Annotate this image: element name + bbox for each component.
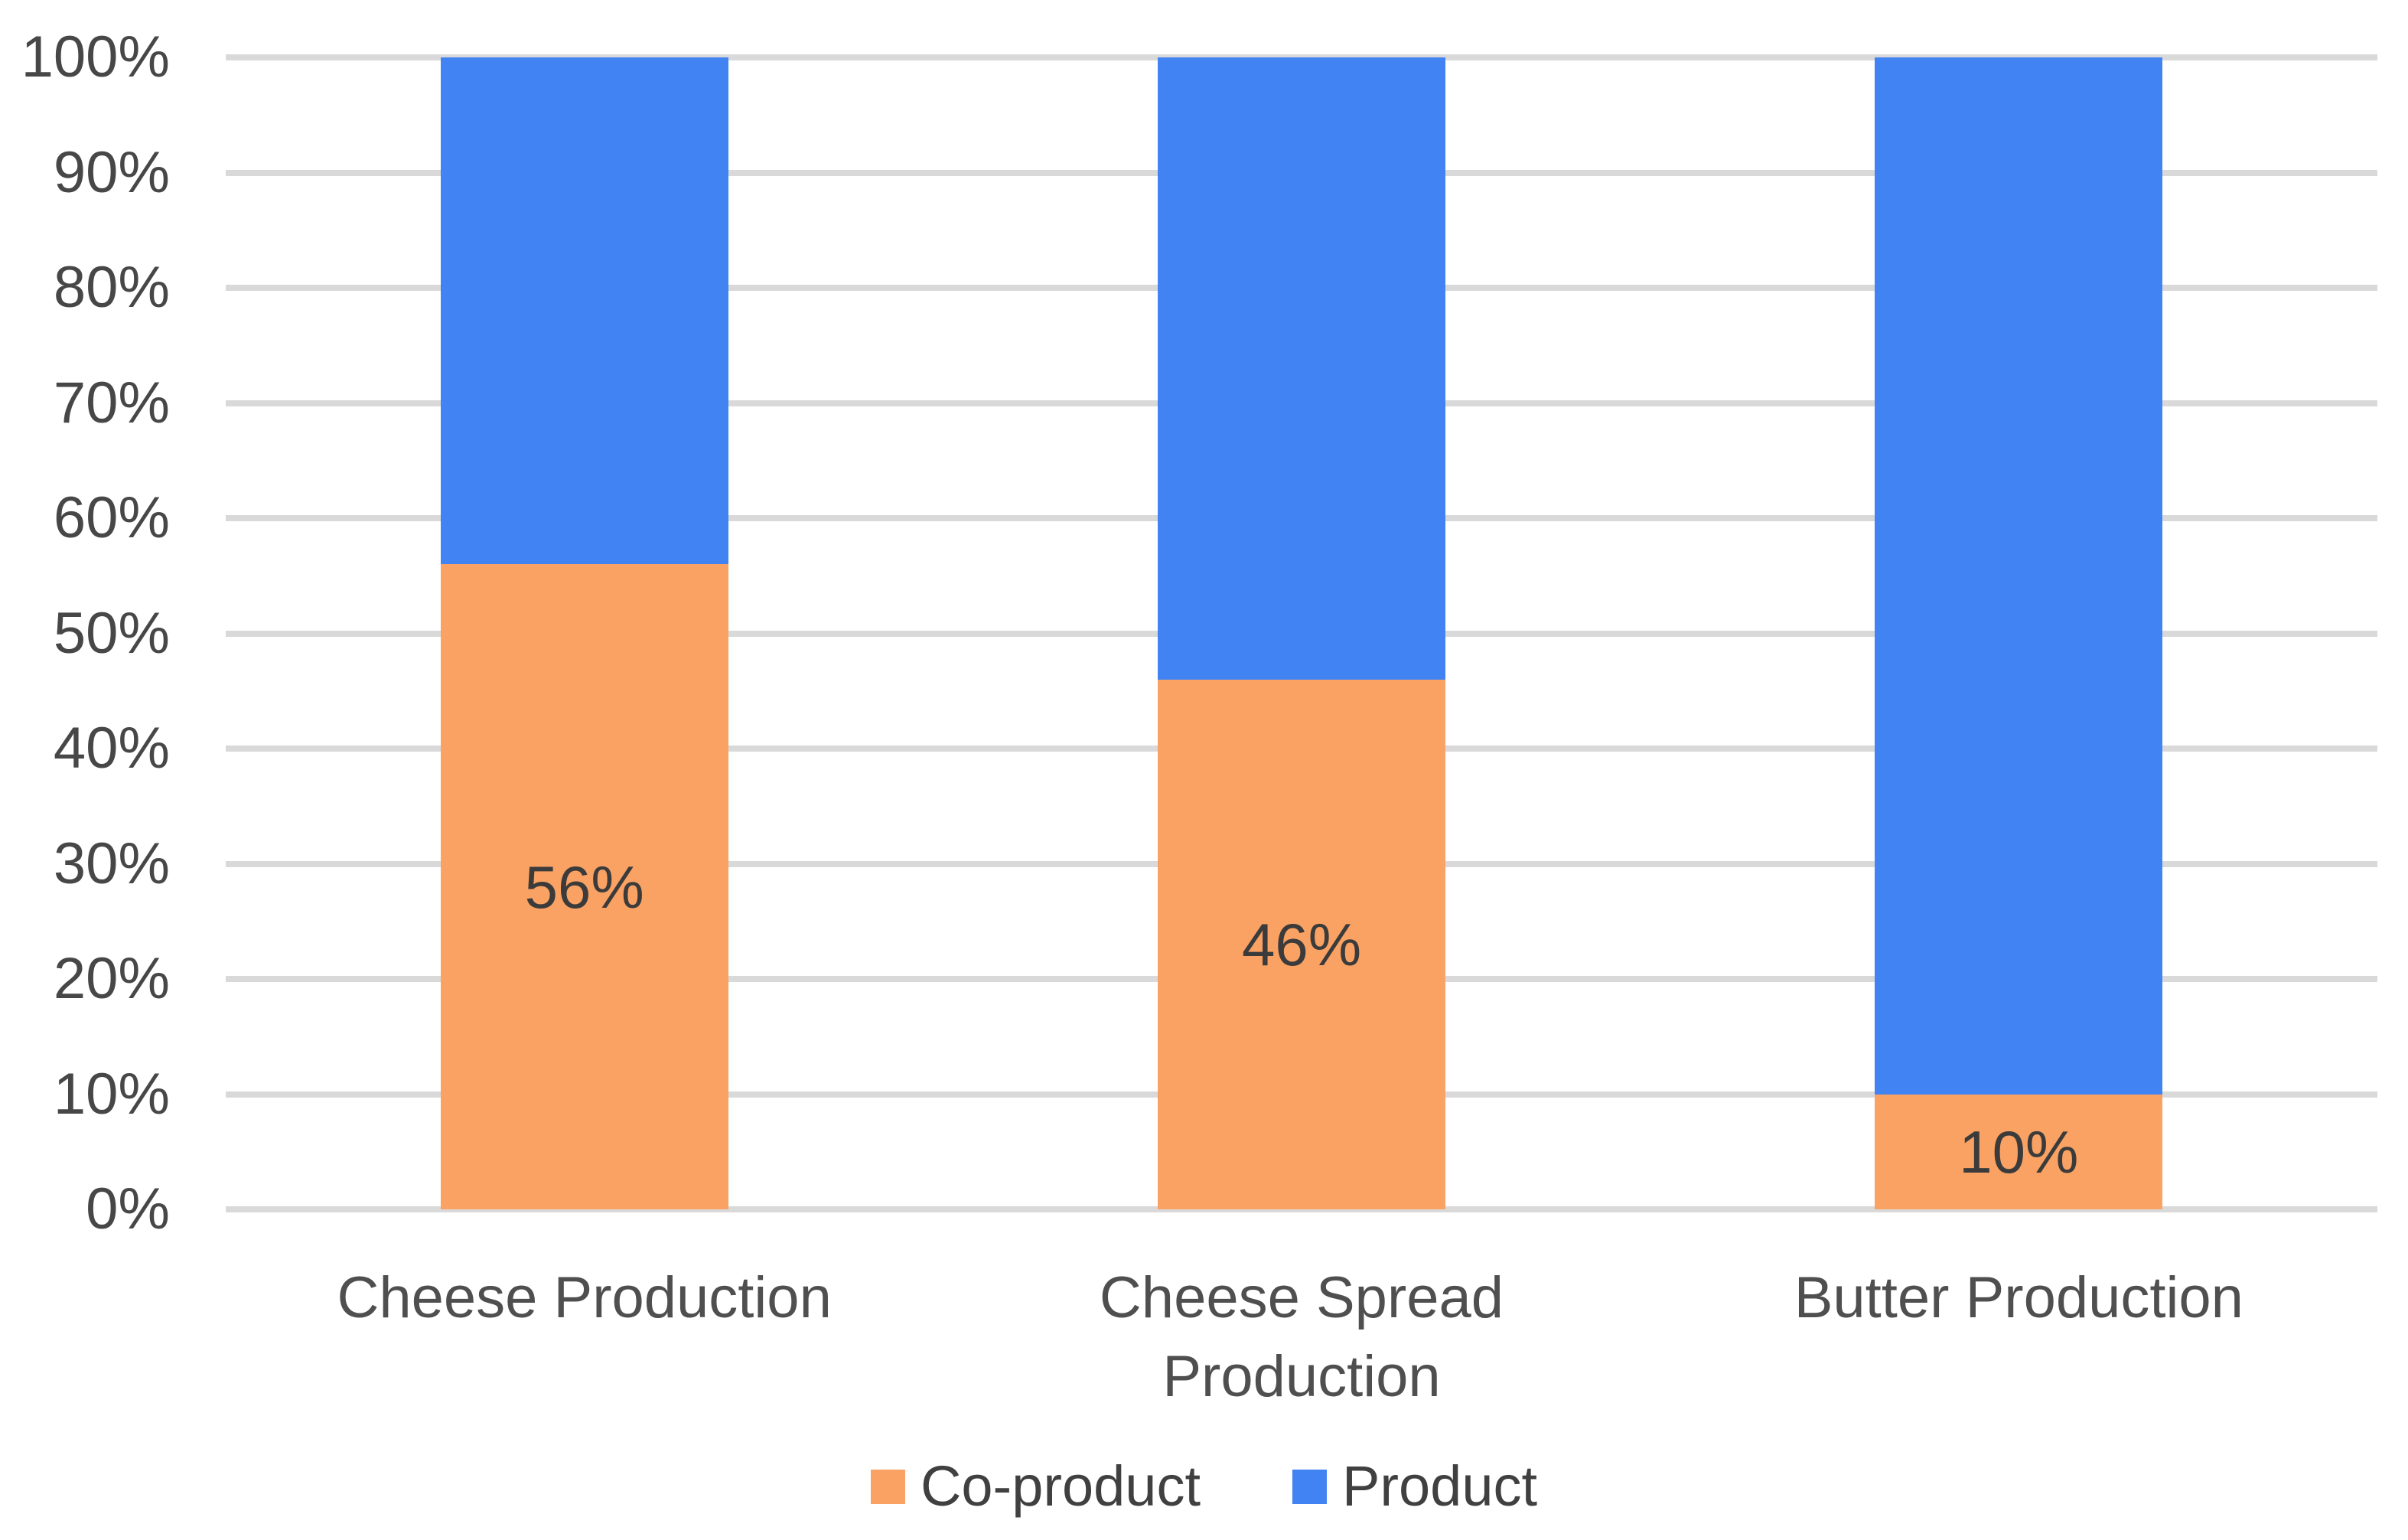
y-axis-tick-label: 10%: [53, 1061, 170, 1127]
segment-co-product: 56%: [440, 564, 728, 1209]
y-axis-tick-label: 100%: [21, 24, 170, 90]
y-axis-tick-label: 60%: [53, 485, 170, 550]
y-axis-tick-label: 70%: [53, 370, 170, 436]
segment-product: [1875, 57, 2163, 1095]
legend-label: Co-product: [920, 1454, 1201, 1518]
x-axis-category-label: Butter Production: [1794, 1265, 2243, 1330]
bar-cheese-production: 56%: [440, 57, 728, 1209]
y-axis-tick-label: 50%: [53, 600, 170, 666]
segment-product: [440, 57, 728, 565]
y-axis-tick-label: 90%: [53, 139, 170, 205]
segment-co-product: 10%: [1875, 1094, 2163, 1209]
bar-butter-production: 10%: [1875, 57, 2163, 1209]
legend-item-co-product: Co-product: [870, 1454, 1201, 1518]
x-axis-category-label: Cheese Production: [337, 1265, 832, 1330]
y-axis-tick-label: 40%: [53, 716, 170, 781]
bar-cheese-spread-production: 46%: [1158, 57, 1445, 1209]
data-label: 10%: [1959, 1117, 2079, 1186]
y-axis-tick-label: 20%: [53, 946, 170, 1011]
legend-swatch-icon: [870, 1469, 905, 1504]
legend-label: Product: [1342, 1454, 1538, 1518]
data-label: 56%: [524, 853, 644, 921]
x-axis-category-label: Cheese Spread Production: [1099, 1265, 1504, 1409]
segment-product: [1158, 57, 1445, 680]
y-axis-tick-label: 30%: [53, 830, 170, 896]
y-axis-tick-label: 80%: [53, 255, 170, 320]
gridline-0: [226, 1206, 2377, 1212]
segment-co-product: 46%: [1158, 679, 1445, 1209]
y-axis-tick-label: 0%: [86, 1176, 170, 1241]
legend-swatch-icon: [1292, 1469, 1328, 1504]
legend: Co-product Product: [0, 1458, 2408, 1515]
data-label: 46%: [1241, 910, 1362, 978]
legend-item-product: Product: [1292, 1458, 1537, 1515]
